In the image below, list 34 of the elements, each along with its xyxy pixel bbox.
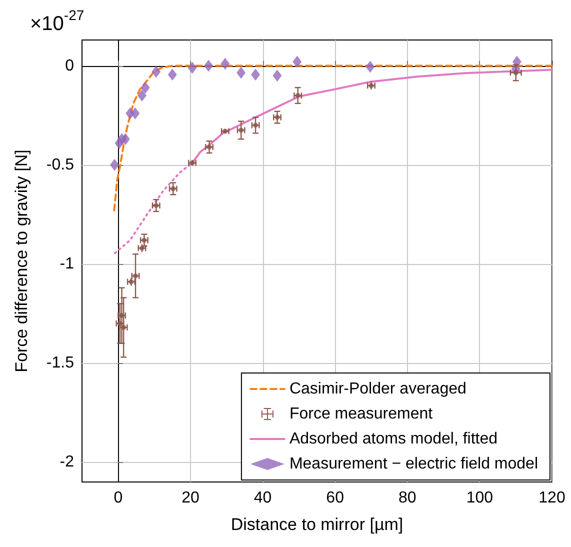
point [251, 68, 260, 81]
y-tick-label: -1.5 [46, 354, 74, 372]
point [366, 60, 375, 73]
point [110, 158, 120, 171]
point [130, 107, 140, 120]
x-tick-label: 120 [538, 490, 566, 506]
y-tick-label: -2 [60, 454, 74, 471]
legend-label: Force measurement [289, 406, 434, 422]
x-tick-label: 80 [398, 490, 416, 506]
y-axis-title: Force difference to gravity [N] [12, 150, 31, 372]
point [152, 66, 161, 78]
point [120, 133, 130, 146]
legend-label: Casimir-Polder averaged [289, 380, 466, 398]
point [513, 70, 518, 76]
point [188, 62, 197, 74]
point [204, 60, 214, 72]
point [140, 82, 150, 94]
point [168, 68, 177, 81]
y-tick-label: -1 [60, 255, 74, 272]
y-tick-label: 0 [65, 57, 74, 74]
y-tick-label: -0.5 [46, 156, 74, 174]
x-tick-label: 100 [466, 490, 494, 506]
point [138, 90, 147, 102]
x-tick-label: 60 [326, 490, 344, 506]
x-tick-label: 20 [182, 490, 200, 506]
legend-label: Adsorbed atoms model, fitted [289, 430, 498, 448]
point [220, 58, 230, 70]
point [292, 56, 302, 68]
point [236, 66, 246, 79]
x-tick-label: 0 [114, 490, 123, 506]
x-axis-title: Distance to mirror [µm] [230, 515, 404, 534]
x-tick-label: 40 [254, 490, 272, 506]
legend-label: Measurement − electric field model [289, 456, 538, 472]
point [272, 70, 282, 82]
